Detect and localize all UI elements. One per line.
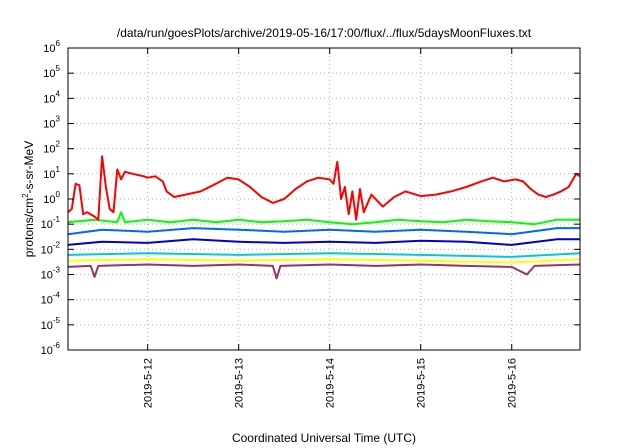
y-tick-label: 10-1 [41,215,61,231]
x-tick-label: 2019-5-16 [507,358,519,408]
series-line [67,238,580,246]
x-tick-label: 2019-5-15 [416,358,428,408]
chart-title: /data/run/goesPlots/archive/2019-05-16/1… [117,26,532,40]
x-tick-label: 2019-5-12 [143,358,155,408]
y-tick-label: 10-6 [41,341,61,357]
y-tick-label: 100 [43,190,60,206]
y-tick-label: 10-2 [41,240,61,256]
x-tick-label: 2019-5-14 [325,358,337,408]
y-tick-label: 105 [43,64,60,80]
series-line [67,252,581,258]
y-tick-label: 10-3 [41,266,61,282]
y-tick-label: 10-4 [41,291,61,307]
y-tick-label: 103 [43,115,60,131]
y-tick-label: 102 [43,140,60,156]
grid [68,48,580,350]
axes: 10-6 10-5 10-4 10-3 10-2 10-1 100 101 102 103 104 1… [41,39,580,408]
series-layer [67,155,581,280]
y-axis-label: protons/cm2-s-sr-MeV [21,141,36,257]
x-tick-label: 2019-5-13 [234,358,246,408]
series-line [67,227,580,236]
y-tick-label: 101 [43,165,60,181]
series-line [67,263,581,280]
y-tick-label: 10-5 [41,316,61,332]
x-axis-label: Coordinated Universal Time (UTC) [232,431,416,445]
series-line [67,211,580,226]
series-line [67,258,581,264]
y-tick-label: 106 [43,39,60,55]
series-line [67,155,581,221]
y-tick-label: 104 [43,89,60,105]
